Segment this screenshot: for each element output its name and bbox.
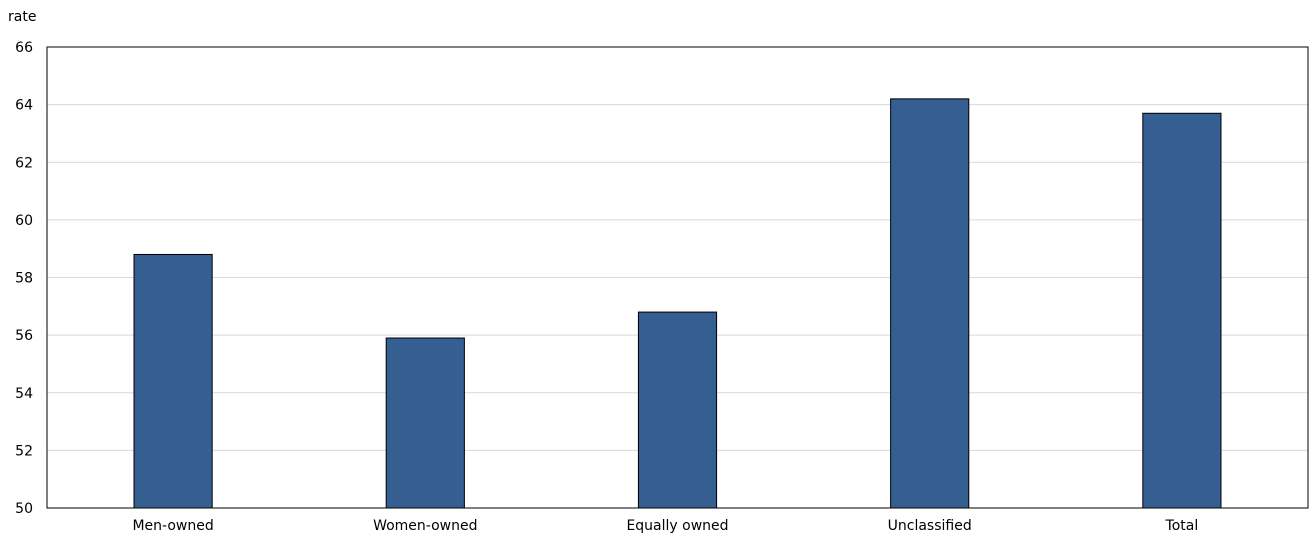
y-axis-tick-labels: 50 52 54 56 58 60 62 64 66	[15, 40, 33, 517]
x-category-label: Total	[1165, 518, 1199, 534]
bar	[385, 337, 465, 509]
y-tick-label: 50	[15, 501, 33, 517]
y-tick-label: 56	[15, 328, 33, 344]
y-tick-label: 58	[15, 271, 33, 287]
plot-border	[46, 46, 1309, 509]
y-tick-label: 60	[15, 213, 33, 229]
y-tick-label: 54	[15, 386, 33, 402]
y-tick-label: 64	[15, 98, 33, 114]
bar	[890, 98, 970, 509]
bar	[1142, 112, 1222, 509]
y-tick-label: 52	[15, 443, 33, 459]
x-category-label: Men-owned	[132, 518, 213, 534]
y-tick-label: 62	[15, 155, 33, 171]
plot-frame	[46, 46, 1309, 509]
y-axis-title: rate	[8, 9, 36, 25]
x-axis-category-labels: Men-owned Women-owned Equally owned Unclass…	[132, 518, 1198, 534]
x-category-label: Unclassified	[888, 518, 972, 534]
x-category-label: Women-owned	[373, 518, 477, 534]
bars	[133, 98, 1222, 509]
bar	[133, 253, 213, 509]
x-category-label: Equally owned	[626, 518, 728, 534]
bar	[637, 311, 718, 509]
y-tick-label: 66	[15, 40, 33, 56]
